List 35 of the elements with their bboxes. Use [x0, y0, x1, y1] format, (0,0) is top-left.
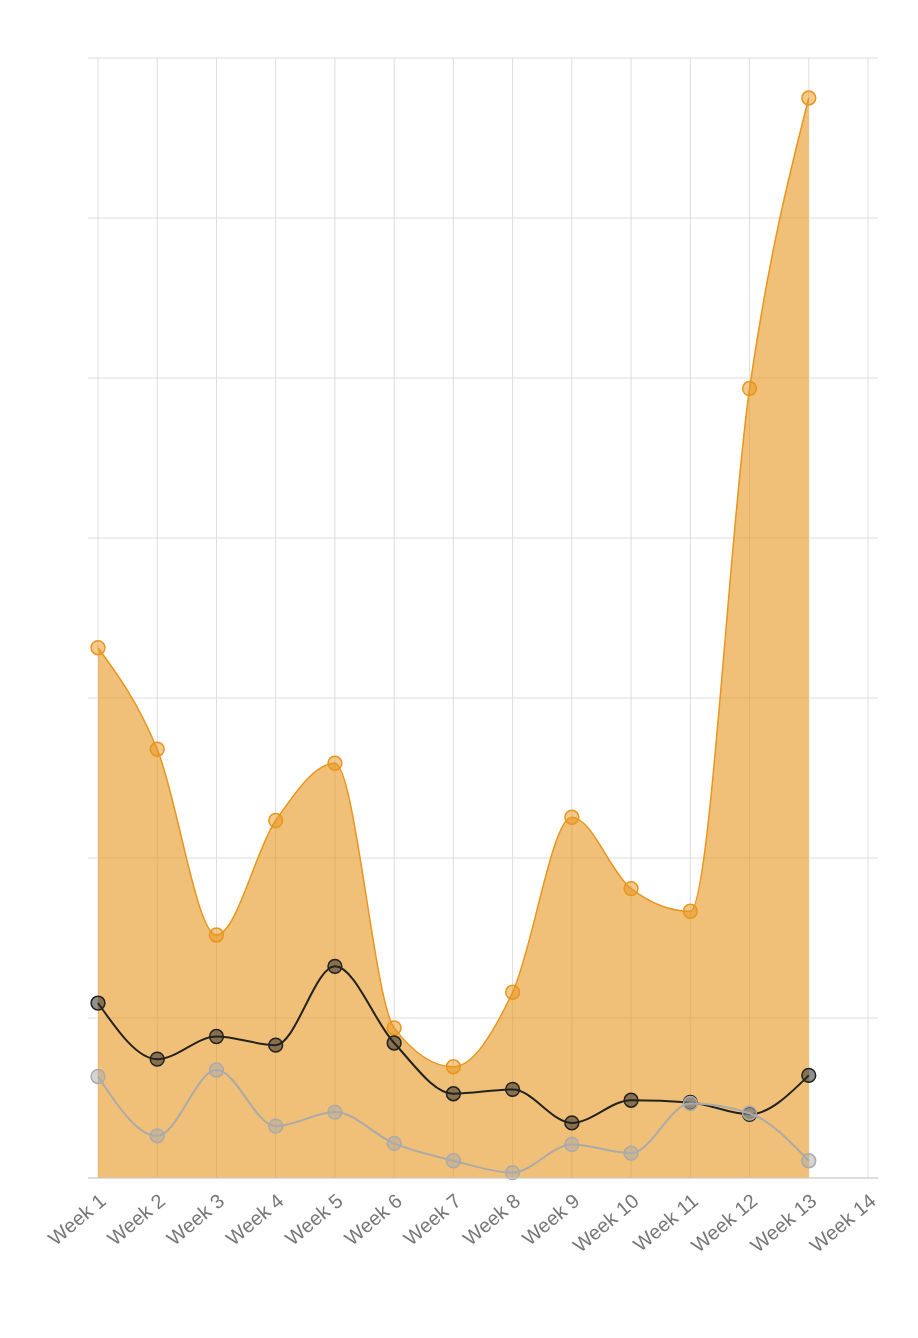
- point: [149, 1128, 165, 1144]
- point: [327, 1104, 343, 1120]
- point: [801, 1067, 817, 1084]
- point: [682, 903, 698, 919]
- point: [623, 880, 639, 897]
- point: [386, 1035, 402, 1051]
- point: [208, 927, 225, 943]
- point: [504, 1164, 521, 1181]
- point: [268, 812, 284, 829]
- point: [564, 1115, 580, 1131]
- point: [741, 380, 758, 397]
- point: [801, 90, 817, 106]
- point: [445, 1059, 462, 1075]
- point: [445, 1086, 462, 1102]
- point: [327, 755, 343, 771]
- point: [504, 984, 521, 1000]
- point: [149, 1051, 165, 1067]
- point: [801, 1153, 817, 1169]
- point: [386, 1020, 402, 1036]
- point: [90, 1068, 106, 1085]
- point: [90, 995, 106, 1011]
- point: [268, 1118, 284, 1134]
- point: [268, 1037, 284, 1053]
- point: [564, 1136, 580, 1153]
- point: [386, 1135, 402, 1152]
- point: [564, 809, 580, 825]
- point: [90, 640, 106, 656]
- point: [208, 1028, 225, 1045]
- point: [208, 1062, 225, 1078]
- point: [623, 1092, 639, 1108]
- point: [149, 741, 165, 757]
- point: [327, 958, 343, 974]
- point: [504, 1081, 521, 1098]
- point: [445, 1153, 462, 1169]
- point: [623, 1145, 639, 1161]
